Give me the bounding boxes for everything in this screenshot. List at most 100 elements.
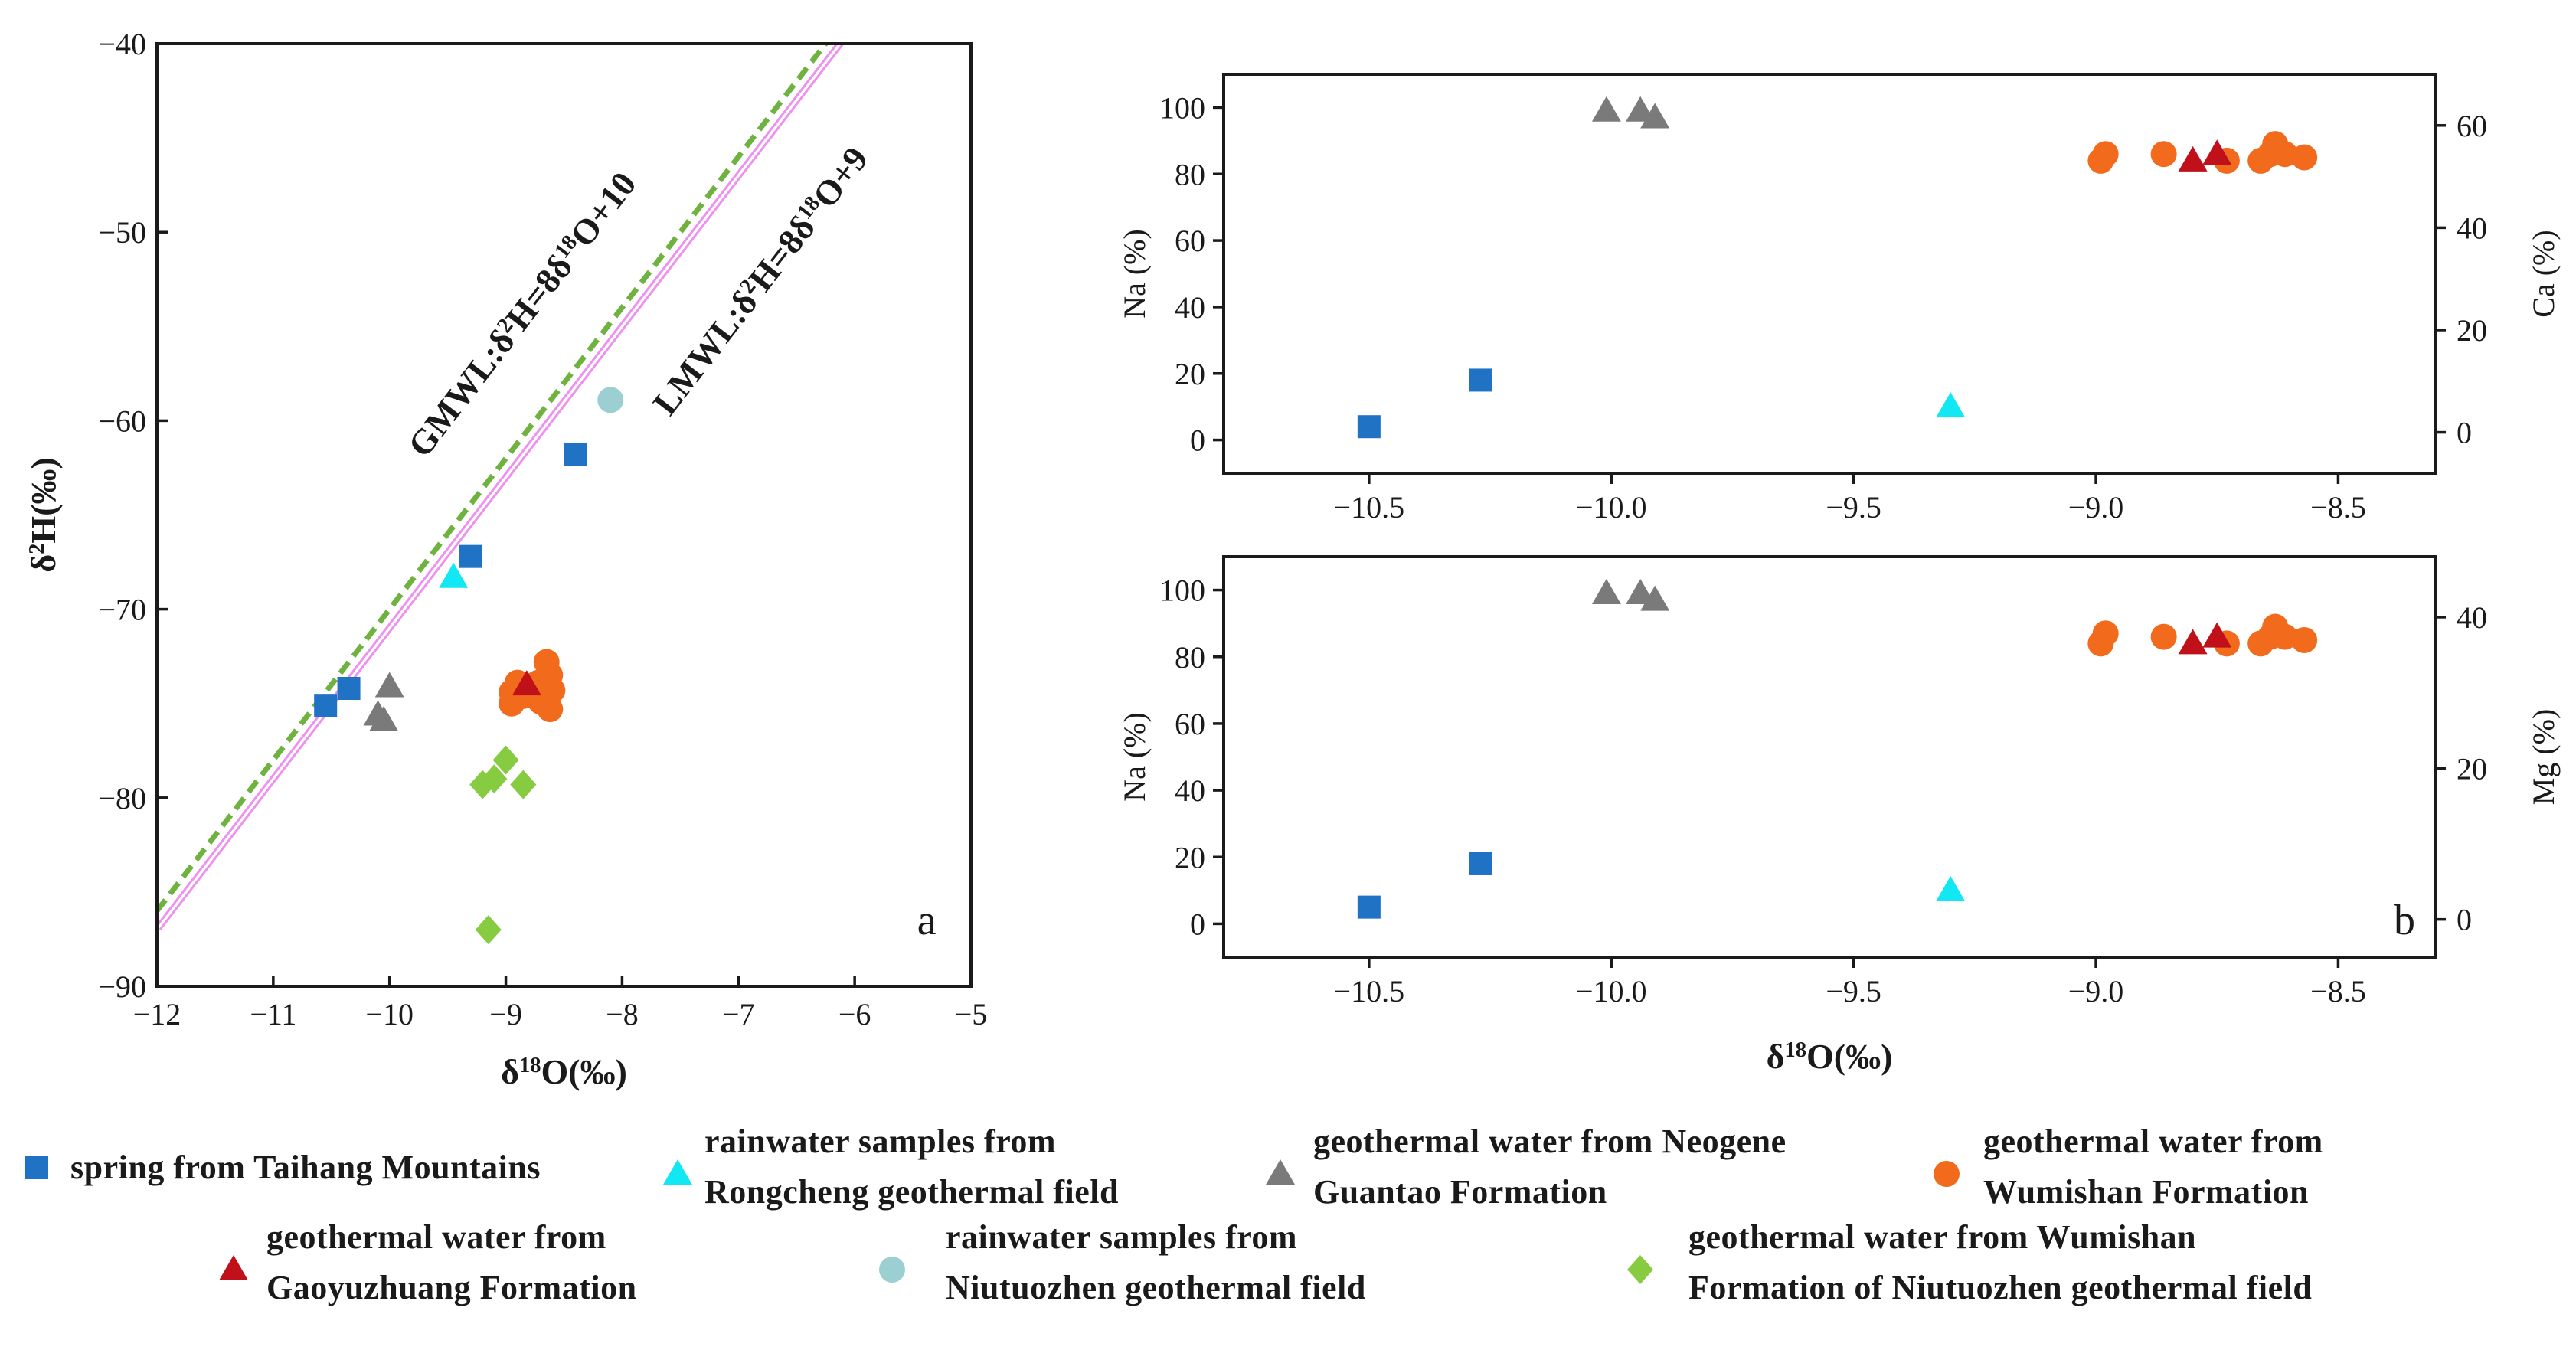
y-right-axis-title: Mg (%) xyxy=(2526,709,2561,806)
y-left-tick-label: 100 xyxy=(1159,90,1205,125)
x-tick-label: −9.0 xyxy=(2068,974,2124,1008)
x-tick-label: −6 xyxy=(839,997,871,1031)
x-tick-label: −9.5 xyxy=(1826,490,1881,525)
legend: spring from Taihang Mountains rainwater s… xyxy=(25,1123,2323,1306)
point-guantao xyxy=(374,672,404,698)
panel-b-bottom: −10.5 −10.0 −9.5 −9.0 −8.5 0 20 40 60 80 100 0 20 40 N… xyxy=(1117,555,2561,1076)
y-left-tick-label: 0 xyxy=(1190,907,1205,941)
point-spring xyxy=(1357,415,1381,439)
panel-label-b: b xyxy=(2394,897,2415,944)
legend-label: Guantao Formation xyxy=(1313,1173,1607,1211)
x-tick-label: −5 xyxy=(955,997,988,1031)
y-tick-label: −70 xyxy=(98,593,146,627)
point-niutuozhen_wumishan xyxy=(469,770,496,799)
point-wumishan xyxy=(2150,141,2177,168)
point-niutuozhen_wumishan xyxy=(475,915,502,945)
lmwl-line xyxy=(157,44,845,931)
x-axis-title: δ18O(‰) xyxy=(501,1052,627,1091)
legend-label: geothermal water from Wumishan xyxy=(1688,1218,2196,1256)
legend-marker-gaoyuzhuang xyxy=(219,1255,248,1280)
legend-label: spring from Taihang Mountains xyxy=(70,1149,541,1186)
y-left-tick-label: 60 xyxy=(1175,224,1205,258)
x-tick-label: −7 xyxy=(722,997,755,1031)
legend-item-rain_niutuozhen: rainwater samples from Niutuozhen geother… xyxy=(879,1218,1366,1306)
y-left-tick-label: 0 xyxy=(1190,423,1205,458)
lmwl-line-stroke-1 xyxy=(157,44,839,928)
y-tick-label: −40 xyxy=(98,27,146,61)
point-spring xyxy=(564,443,587,466)
point-rain_rongcheng xyxy=(439,562,469,588)
point-wumishan xyxy=(499,690,525,717)
axes-frame xyxy=(1222,555,2437,959)
point-niutuozhen_wumishan xyxy=(492,745,519,775)
legend-item-spring: spring from Taihang Mountains xyxy=(25,1149,541,1186)
x-tick-label: −8.5 xyxy=(2310,490,2366,525)
point-gaoyuzhuang xyxy=(2202,139,2232,165)
legend-marker-spring xyxy=(25,1156,48,1179)
y-left-tick-label: 80 xyxy=(1175,157,1205,191)
point-gaoyuzhuang xyxy=(2178,629,2208,655)
legend-label: Wumishan Formation xyxy=(1983,1173,2309,1211)
y-right-tick-label: 20 xyxy=(2457,313,2487,348)
legend-item-gaoyuzhuang: geothermal water from Gaoyuzhuang Formati… xyxy=(219,1218,637,1306)
y-left-tick-label: 80 xyxy=(1175,640,1205,675)
y-right-tick-label: 60 xyxy=(2457,109,2487,143)
y-right-axis-title: Ca (%) xyxy=(2526,230,2561,317)
axes-frame xyxy=(1222,73,2437,475)
y-right-tick-label: 0 xyxy=(2457,416,2472,450)
gmwl-line xyxy=(157,44,829,913)
point-guantao xyxy=(1591,96,1621,122)
legend-label: geothermal water from xyxy=(266,1218,606,1256)
x-tick-label: −12 xyxy=(133,997,181,1031)
point-rain_rongcheng xyxy=(1936,392,1966,418)
y-left-axis-title: Na (%) xyxy=(1117,229,1152,319)
y-tick-label: −60 xyxy=(98,404,146,438)
x-tick-label: −10.0 xyxy=(1576,974,1647,1008)
point-wumishan xyxy=(2092,620,2119,647)
lmwl-equation: LMWL:δ2H=8δ18O+9 xyxy=(646,139,876,422)
y-left-tick-label: 60 xyxy=(1175,707,1205,741)
point-wumishan xyxy=(2291,626,2318,653)
legend-item-rain_rongcheng: rainwater samples from Rongcheng geotherm… xyxy=(663,1123,1119,1211)
point-spring xyxy=(1469,368,1492,392)
y-right-tick-label: 0 xyxy=(2457,903,2472,937)
legend-item-wumishan: geothermal water from Wumishan Formation xyxy=(1934,1123,2323,1211)
y-right-tick-label: 20 xyxy=(2457,751,2487,786)
legend-item-guantao: geothermal water from Neogene Guantao For… xyxy=(1266,1123,1787,1211)
gmwl-equation: GMWL:δ2H=8δ18O+10 xyxy=(400,165,644,464)
point-spring xyxy=(1469,852,1492,875)
legend-item-niutuozhen_wumishan: geothermal water from Wumishan Formation … xyxy=(1627,1218,2312,1306)
legend-label: Niutuozhen geothermal field xyxy=(946,1269,1366,1306)
legend-label: geothermal water from Neogene xyxy=(1313,1123,1787,1160)
x-tick-label: −8.5 xyxy=(2310,974,2366,1008)
legend-label: Gaoyuzhuang Formation xyxy=(266,1269,637,1306)
point-niutuozhen_wumishan xyxy=(481,764,508,794)
point-guantao xyxy=(1640,103,1670,129)
point-wumishan xyxy=(2271,623,2298,650)
y-tick-label: −80 xyxy=(98,781,146,816)
point-guantao xyxy=(1626,96,1656,122)
legend-label: geothermal water from xyxy=(1983,1123,2323,1160)
point-niutuozhen_wumishan xyxy=(510,770,537,799)
point-guantao xyxy=(369,705,399,731)
panel-label-a: a xyxy=(917,897,937,944)
point-rain_niutuozhen xyxy=(597,387,624,413)
point-gaoyuzhuang xyxy=(512,670,541,696)
point-gaoyuzhuang xyxy=(2202,622,2232,648)
point-wumishan xyxy=(537,696,564,723)
point-guantao xyxy=(1640,585,1670,611)
x-tick-label: −10 xyxy=(365,997,414,1031)
point-spring xyxy=(314,694,338,717)
y-right-tick-label: 40 xyxy=(2457,211,2487,245)
x-tick-label: −10.5 xyxy=(1334,490,1405,525)
legend-marker-guantao xyxy=(1266,1159,1295,1185)
legend-label: Rongcheng geothermal field xyxy=(704,1173,1119,1211)
x-tick-label: −8 xyxy=(606,997,639,1031)
y-left-tick-label: 20 xyxy=(1175,357,1205,391)
point-gaoyuzhuang xyxy=(2178,145,2208,172)
y-axis-title: δ2H(‰) xyxy=(24,457,63,573)
legend-marker-rain_rongcheng xyxy=(663,1159,692,1185)
x-tick-label: −9 xyxy=(489,997,522,1031)
point-wumishan xyxy=(2150,623,2177,650)
